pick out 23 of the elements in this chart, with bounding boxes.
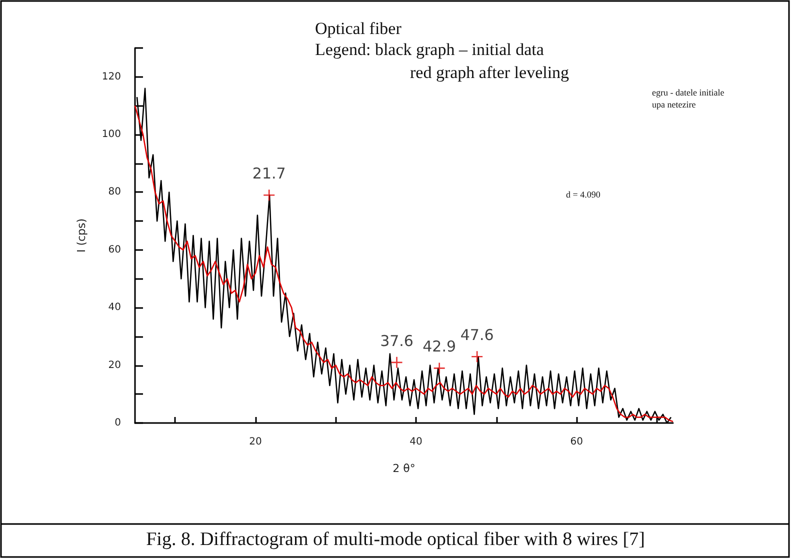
y-tick-label: 80	[108, 186, 121, 198]
y-tick-label: 60	[108, 244, 121, 256]
annotation: 42.9	[422, 338, 456, 356]
y-axis-title: I (cps)	[75, 218, 88, 253]
y-tick-label: 100	[102, 129, 121, 140]
caption: Fig. 8. Diffractogram of multi-mode optical fiber with 8 wires [7]	[146, 529, 645, 550]
x-tick-label: 40	[410, 436, 422, 448]
x-axis-title: 2 θ°	[392, 462, 416, 475]
y-tick-label: 20	[108, 360, 121, 371]
y-tick-label: 0	[114, 418, 121, 428]
annotation: 37.6	[380, 332, 414, 350]
y-tick-label: 120	[102, 71, 121, 82]
annotation: egru - datele initiale	[652, 88, 724, 98]
x-tick-label: 20	[249, 436, 262, 448]
annotation: red graph after leveling	[410, 63, 570, 82]
chart-subtitle: Legend: black graph – initial data	[315, 40, 544, 59]
x-tick-label: 60	[570, 436, 584, 448]
annotation: d = 4.090	[566, 190, 601, 200]
annotation: upa netezire	[652, 100, 696, 110]
annotation: 47.6	[460, 326, 494, 344]
y-tick-label: 40	[108, 302, 121, 314]
annotation: 21.7	[252, 164, 286, 183]
chart-title: Optical fiber	[315, 19, 402, 38]
